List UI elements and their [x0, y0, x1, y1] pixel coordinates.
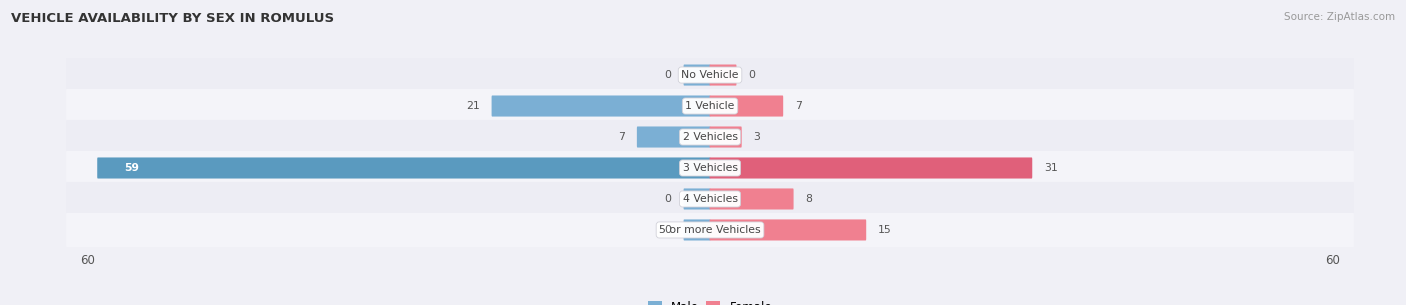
FancyBboxPatch shape	[66, 213, 1354, 247]
Text: VEHICLE AVAILABILITY BY SEX IN ROMULUS: VEHICLE AVAILABILITY BY SEX IN ROMULUS	[11, 12, 335, 25]
FancyBboxPatch shape	[492, 95, 710, 117]
Text: 7: 7	[619, 132, 624, 142]
FancyBboxPatch shape	[637, 127, 710, 148]
Text: 3 Vehicles: 3 Vehicles	[682, 163, 738, 173]
FancyBboxPatch shape	[710, 127, 742, 148]
Text: 8: 8	[806, 194, 813, 204]
FancyBboxPatch shape	[66, 151, 1354, 185]
Text: 31: 31	[1045, 163, 1057, 173]
Text: 7: 7	[796, 101, 801, 111]
Text: 59: 59	[124, 163, 139, 173]
Text: 4 Vehicles: 4 Vehicles	[682, 194, 738, 204]
FancyBboxPatch shape	[66, 89, 1354, 123]
Text: 15: 15	[879, 225, 891, 235]
Text: 3: 3	[754, 132, 761, 142]
FancyBboxPatch shape	[683, 64, 710, 86]
Text: 1 Vehicle: 1 Vehicle	[685, 101, 735, 111]
FancyBboxPatch shape	[683, 188, 710, 210]
Legend: Male, Female: Male, Female	[643, 296, 778, 305]
FancyBboxPatch shape	[710, 157, 1032, 178]
FancyBboxPatch shape	[66, 120, 1354, 154]
Text: 5 or more Vehicles: 5 or more Vehicles	[659, 225, 761, 235]
FancyBboxPatch shape	[66, 58, 1354, 92]
FancyBboxPatch shape	[710, 219, 866, 241]
FancyBboxPatch shape	[710, 64, 737, 86]
Text: 0: 0	[665, 70, 672, 80]
FancyBboxPatch shape	[97, 157, 710, 178]
Text: 0: 0	[748, 70, 755, 80]
Text: No Vehicle: No Vehicle	[682, 70, 738, 80]
FancyBboxPatch shape	[683, 219, 710, 241]
Text: 2 Vehicles: 2 Vehicles	[682, 132, 738, 142]
Text: 21: 21	[465, 101, 479, 111]
Text: 0: 0	[665, 225, 672, 235]
FancyBboxPatch shape	[710, 188, 793, 210]
FancyBboxPatch shape	[66, 182, 1354, 216]
FancyBboxPatch shape	[710, 95, 783, 117]
Text: 0: 0	[665, 194, 672, 204]
Text: Source: ZipAtlas.com: Source: ZipAtlas.com	[1284, 12, 1395, 22]
